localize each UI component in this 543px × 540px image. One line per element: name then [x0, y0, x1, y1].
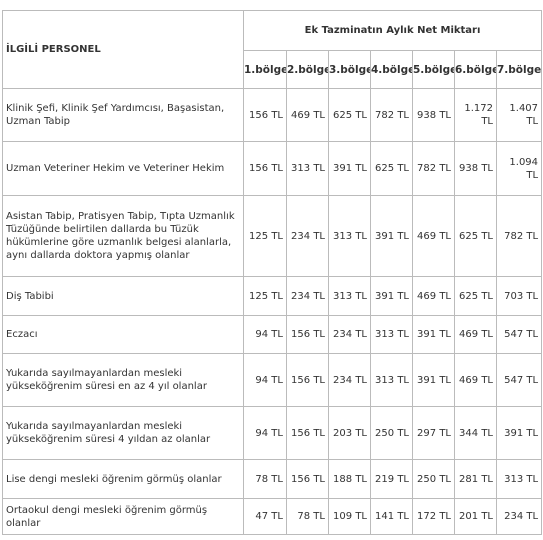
amount-cell: 250 TL: [412, 459, 455, 499]
amount-cell: 625 TL: [370, 141, 413, 196]
allowance-table: İLGİLİ PERSONEL Ek Tazminatın Aylık Net M…: [2, 10, 543, 535]
amount-cell: 281 TL: [454, 459, 497, 499]
region-header: 5.bölge: [412, 50, 455, 89]
personnel-cell: Uzman Veteriner Hekim ve Veteriner Hekim: [2, 141, 244, 196]
amount-cell: 469 TL: [454, 353, 497, 407]
region-header: 3.bölge: [328, 50, 371, 89]
amount-cell: 782 TL: [370, 88, 413, 142]
group-header: Ek Tazminatın Aylık Net Miktarı: [242, 10, 543, 51]
amount-cell: 156 TL: [286, 315, 329, 354]
data-row: Yukarıda sayılmayanlardan mesleki yüksek…: [2, 353, 543, 407]
amount-cell: 78 TL: [243, 459, 287, 499]
personnel-cell: Ortaokul dengi mesleki öğrenim görmüş ol…: [2, 498, 244, 535]
amount-cell: 234 TL: [286, 195, 329, 277]
region-header: 4.bölge: [370, 50, 413, 89]
amount-cell: 469 TL: [412, 195, 455, 277]
amount-cell: 782 TL: [495, 195, 543, 277]
amount-cell: 391 TL: [412, 315, 455, 354]
data-row: Ortaokul dengi mesleki öğrenim görmüş ol…: [2, 498, 543, 535]
amount-cell: 125 TL: [243, 195, 287, 277]
amount-cell: 234 TL: [328, 353, 371, 407]
personnel-cell: Diş Tabibi: [2, 276, 244, 316]
amount-cell: 219 TL: [370, 459, 413, 499]
amount-cell: 391 TL: [328, 141, 371, 196]
amount-cell: 625 TL: [328, 88, 371, 142]
amount-cell: 234 TL: [495, 498, 543, 535]
amount-cell: 1.407 TL: [495, 88, 543, 142]
amount-cell: 313 TL: [286, 141, 329, 196]
amount-cell: 344 TL: [454, 406, 497, 460]
amount-cell: 782 TL: [412, 141, 455, 196]
data-row: Yukarıda sayılmayanlardan mesleki yüksek…: [2, 406, 543, 460]
amount-cell: 313 TL: [328, 195, 371, 277]
amount-cell: 547 TL: [495, 315, 543, 354]
amount-cell: 391 TL: [370, 195, 413, 277]
amount-cell: 156 TL: [243, 141, 287, 196]
personnel-cell: Klinik Şefi, Klinik Şef Yardımcısı, Başa…: [2, 88, 244, 142]
data-row: Asistan Tabip, Pratisyen Tabip, Tıpta Uz…: [2, 195, 543, 277]
amount-cell: 938 TL: [412, 88, 455, 142]
personnel-header: İLGİLİ PERSONEL: [2, 10, 244, 89]
amount-cell: 313 TL: [328, 276, 371, 316]
personnel-cell: Yukarıda sayılmayanlardan mesleki yüksek…: [2, 353, 244, 407]
region-header: 6.bölge: [454, 50, 497, 89]
amount-cell: 78 TL: [286, 498, 329, 535]
amount-cell: 94 TL: [243, 406, 287, 460]
amount-cell: 156 TL: [286, 353, 329, 407]
personnel-cell: Lise dengi mesleki öğrenim görmüş olanla…: [2, 459, 244, 499]
amount-cell: 156 TL: [286, 406, 329, 460]
amount-cell: 172 TL: [412, 498, 455, 535]
amount-cell: 156 TL: [286, 459, 329, 499]
amount-cell: 625 TL: [454, 276, 497, 316]
personnel-cell: Eczacı: [2, 315, 244, 354]
amount-cell: 234 TL: [286, 276, 329, 316]
region-header: 2.bölge: [286, 50, 329, 89]
amount-cell: 297 TL: [412, 406, 455, 460]
amount-cell: 313 TL: [495, 459, 543, 499]
amount-cell: 125 TL: [243, 276, 287, 316]
amount-cell: 391 TL: [370, 276, 413, 316]
personnel-cell: Yukarıda sayılmayanlardan mesleki yüksek…: [2, 406, 244, 460]
data-row: Klinik Şefi, Klinik Şef Yardımcısı, Başa…: [2, 88, 543, 142]
amount-cell: 703 TL: [495, 276, 543, 316]
amount-cell: 47 TL: [243, 498, 287, 535]
amount-cell: 469 TL: [412, 276, 455, 316]
amount-cell: 1.094 TL: [495, 141, 543, 196]
amount-cell: 313 TL: [370, 353, 413, 407]
amount-cell: 141 TL: [370, 498, 413, 535]
amount-cell: 625 TL: [454, 195, 497, 277]
data-row: Eczacı 94 TL 156 TL 234 TL 313 TL 391 TL 469 T…: [2, 315, 543, 354]
amount-cell: 313 TL: [370, 315, 413, 354]
amount-cell: 469 TL: [286, 88, 329, 142]
data-row: Lise dengi mesleki öğrenim görmüş olanla…: [2, 459, 543, 499]
header-row: İLGİLİ PERSONEL Ek Tazminatın Aylık Net M…: [2, 10, 543, 89]
amount-cell: 391 TL: [495, 406, 543, 460]
amount-cell: 250 TL: [370, 406, 413, 460]
region-header: 7.bölge: [495, 50, 543, 89]
amount-cell: 547 TL: [495, 353, 543, 407]
data-row: Diş Tabibi 125 TL 234 TL 313 TL 391 TL 469 TL…: [2, 276, 543, 316]
amount-cell: 391 TL: [412, 353, 455, 407]
amount-cell: 156 TL: [243, 88, 287, 142]
amount-cell: 469 TL: [454, 315, 497, 354]
amount-cell: 109 TL: [328, 498, 371, 535]
amount-cell: 1.172 TL: [454, 88, 497, 142]
personnel-cell: Asistan Tabip, Pratisyen Tabip, Tıpta Uz…: [2, 195, 244, 277]
amount-cell: 94 TL: [243, 353, 287, 407]
data-row: Uzman Veteriner Hekim ve Veteriner Hekim…: [2, 141, 543, 196]
amount-cell: 188 TL: [328, 459, 371, 499]
amount-cell: 234 TL: [328, 315, 371, 354]
amount-cell: 94 TL: [243, 315, 287, 354]
region-row: 1.bölge 2.bölge 3.bölge 4.bölge 5.bölge 6.böl…: [3, 50, 543, 89]
amount-cell: 938 TL: [454, 141, 497, 196]
region-header: 1.bölge: [243, 50, 287, 89]
amount-cell: 203 TL: [328, 406, 371, 460]
amount-cell: 201 TL: [454, 498, 497, 535]
